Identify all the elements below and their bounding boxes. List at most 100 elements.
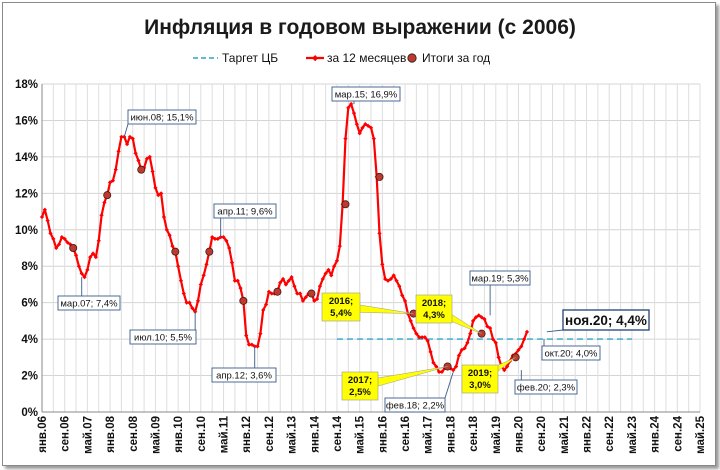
callout-text: фев.18; 2,2% xyxy=(386,401,445,412)
series-12m-point xyxy=(516,347,521,353)
series-12m-point xyxy=(434,364,439,369)
series-12m-point xyxy=(397,284,402,289)
series-12m-point xyxy=(490,336,496,342)
series-12m-point xyxy=(150,169,155,174)
x-tick-label: май.09 xyxy=(150,416,162,454)
series-12m-point xyxy=(380,262,385,267)
series-12m-point xyxy=(249,342,255,347)
series-12m-point xyxy=(295,291,300,296)
series-12m-point xyxy=(258,331,263,336)
series-12m-point xyxy=(297,291,303,296)
annotation-callout: фев.20; 2,3% xyxy=(514,370,578,395)
callout-box xyxy=(469,270,531,286)
x-tick-label: янв.10 xyxy=(173,416,185,453)
series-12m-point xyxy=(59,234,64,240)
annotation-callout: ноя.20; 4,4% xyxy=(546,309,650,333)
series-12m-point xyxy=(261,307,266,313)
series-12m-point xyxy=(238,285,243,291)
series-12m-point xyxy=(317,284,323,289)
callout-text: окт.20; 4,0% xyxy=(545,349,599,360)
series-12m-point xyxy=(130,136,135,141)
series-12m-point xyxy=(229,260,235,265)
year-end-point xyxy=(239,296,248,305)
series-12-months xyxy=(39,101,530,375)
callout-box xyxy=(384,397,446,413)
series-12m-point xyxy=(127,134,133,139)
series-12m-point xyxy=(48,231,53,236)
callout-text: мар.19; 5,3% xyxy=(471,274,529,285)
series-12m-point xyxy=(107,180,113,185)
series-12m-point xyxy=(286,278,291,283)
callout-text: июл.10; 5,5% xyxy=(134,333,192,344)
x-tick-label: май.17 xyxy=(423,416,435,454)
series-12m-point xyxy=(119,134,124,139)
series-12m-point xyxy=(428,349,433,354)
y-tick-label: 0% xyxy=(21,407,38,419)
y-tick-label: 2% xyxy=(21,371,38,383)
series-12m-point xyxy=(300,298,306,303)
series-12m-point xyxy=(184,300,189,305)
y-tick-label: 14% xyxy=(15,152,38,164)
series-12m-point xyxy=(156,193,161,198)
series-12m-point xyxy=(453,364,459,369)
x-tick-label: сен.24 xyxy=(672,415,684,451)
series-12m-point xyxy=(56,242,62,247)
series-12m-point xyxy=(487,326,493,331)
series-12m-point xyxy=(263,302,269,307)
series-12m-point xyxy=(280,276,286,282)
series-12m-point xyxy=(524,329,530,334)
x-tick-label: янв.20 xyxy=(513,416,525,453)
series-12m-point xyxy=(124,142,130,147)
axes: 0% 2% 4% 6% 8% 10% 12% 14% 16% 18% янв.06 сен.06 май… xyxy=(15,79,707,454)
annotation-callout: апр.11; 9,6% xyxy=(213,203,277,238)
series-12m-point xyxy=(215,236,220,242)
series-12m-point xyxy=(422,335,428,340)
callout-leader xyxy=(546,329,564,333)
series-12m-point xyxy=(235,278,240,283)
series-12m-point xyxy=(113,167,118,172)
series-12m-point xyxy=(244,333,249,338)
callout-text: 5,4% xyxy=(330,308,352,319)
series-12m-point xyxy=(473,315,479,320)
callout-box-yellow xyxy=(321,292,361,322)
series-12m-line xyxy=(40,102,529,373)
year-end-point xyxy=(69,243,78,252)
series-12m-point xyxy=(312,298,317,303)
legend-label: Таргет ЦБ xyxy=(222,51,278,65)
x-tick-label: янв.22 xyxy=(582,416,594,453)
series-12m-point xyxy=(334,258,340,263)
series-12m-point xyxy=(278,280,283,285)
series-12m-point xyxy=(476,313,481,318)
x-tick-label: май.11 xyxy=(219,415,231,453)
legend-12m-marker xyxy=(312,55,319,62)
annotation-callout: мар.15; 16,9% xyxy=(331,86,401,105)
series-12m-point xyxy=(147,154,152,160)
annotation-callout: окт.20; 4,0% xyxy=(541,339,601,361)
callout-box xyxy=(129,329,197,345)
series-12m-point xyxy=(479,315,484,320)
series-12m-point xyxy=(451,367,456,373)
callout-text: мар.07; 7,4% xyxy=(60,299,118,310)
annotation-callout: июл.10; 5,5% xyxy=(129,311,197,345)
x-tick-label: янв.24 xyxy=(650,415,662,452)
series-12m-point xyxy=(144,156,150,161)
series-12m-point xyxy=(394,278,399,283)
callout-text: ноя.20; 4,4% xyxy=(565,313,647,328)
callout-box xyxy=(514,379,578,395)
series-12m-point xyxy=(136,158,141,163)
callout-box xyxy=(127,109,197,125)
series-12m-point xyxy=(329,273,334,278)
series-12m-point xyxy=(292,284,297,289)
series-12m-point xyxy=(337,244,342,249)
x-tick-label: сен.10 xyxy=(196,416,208,452)
series-12m-point xyxy=(502,367,507,373)
series-12m-point xyxy=(326,267,331,272)
annotations: мар.07; 7,4% июн.08; 15,1% июл.10; 5,5% апр… xyxy=(57,86,650,413)
series-12m-point xyxy=(195,298,201,303)
year-end-point xyxy=(375,172,384,181)
callout-leader xyxy=(444,371,454,399)
x-tick-label: май.25 xyxy=(695,415,707,453)
series-12m-point xyxy=(73,253,79,258)
series-12m-point xyxy=(411,326,416,331)
